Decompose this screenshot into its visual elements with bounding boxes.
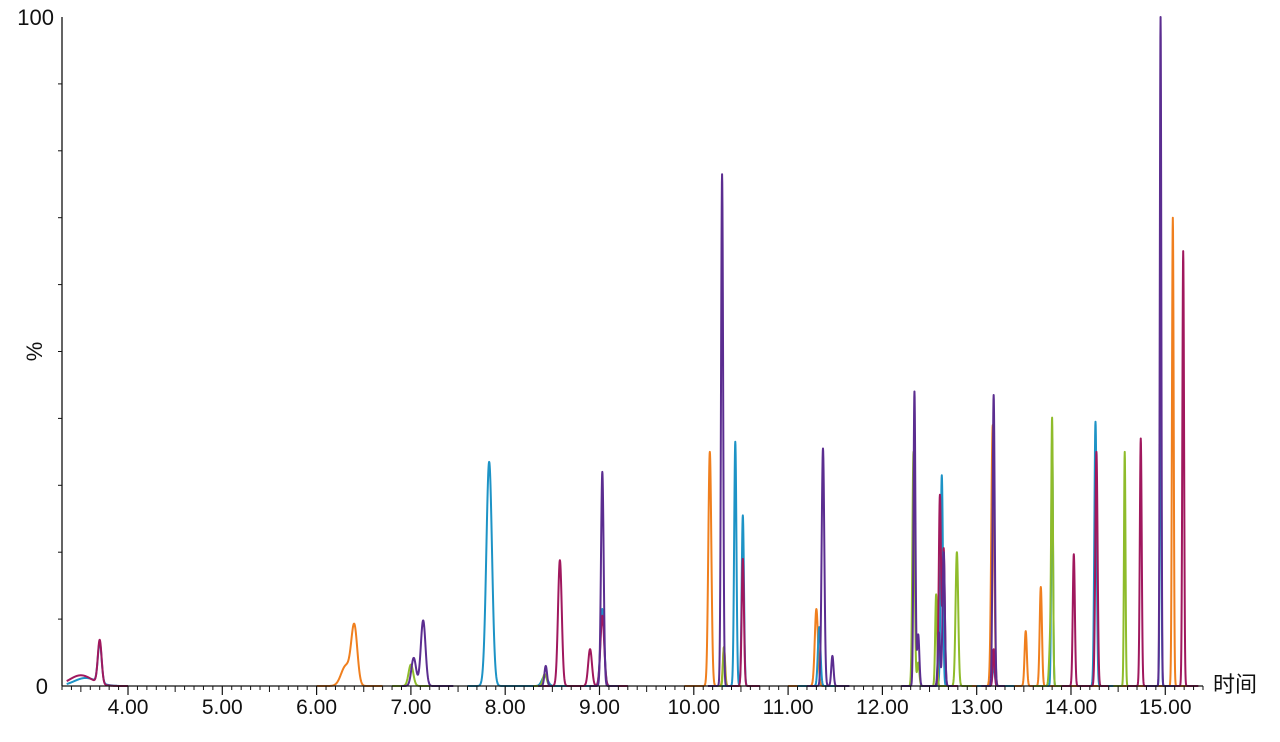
series-line <box>65 638 129 687</box>
series-line <box>315 622 384 687</box>
series-2 <box>391 416 1134 687</box>
x-axis-label: 时间 <box>1213 672 1257 697</box>
axes: 4.00 5.00 6.00 7.00 8.00 9.00 10.00 11.00 12.00 1… <box>58 17 1204 719</box>
series-line <box>980 648 1006 687</box>
series-line <box>1060 450 1110 687</box>
x-tick-label: 6.00 <box>296 696 337 719</box>
series-line <box>796 626 837 687</box>
series-line <box>806 447 851 687</box>
x-tick-label: 11.00 <box>763 696 814 719</box>
series-line <box>1126 437 1152 687</box>
series-line <box>711 646 733 687</box>
series-line <box>900 390 954 687</box>
series-line <box>1112 450 1134 687</box>
x-tick-label: 5.00 <box>202 696 243 719</box>
x-tick-label: 9.00 <box>579 696 620 719</box>
y-axis-label: % <box>22 342 47 362</box>
x-tick-label: 8.00 <box>485 696 526 719</box>
series-4 <box>400 16 1176 687</box>
series-line <box>966 216 1200 687</box>
series-0 <box>315 216 1200 687</box>
series-line <box>1032 416 1068 687</box>
series-line <box>787 608 837 687</box>
series-3 <box>65 250 1200 687</box>
x-tick-label: 13.00 <box>950 696 1003 719</box>
series-1 <box>65 303 1176 687</box>
series-line <box>980 393 1006 687</box>
x-tick-label: 15.00 <box>1139 696 1192 719</box>
x-tick-label: 12.00 <box>856 696 909 719</box>
x-tick-label: 10.00 <box>668 696 721 719</box>
series-line <box>542 559 629 687</box>
x-tick-label: 7.00 <box>390 696 431 719</box>
x-tick-label: 4.00 <box>108 696 149 719</box>
x-tick-label: 14.00 <box>1045 696 1098 719</box>
y-axis-ticks <box>58 83 62 620</box>
series-line <box>589 470 620 687</box>
y-tick-label-zero: 0 <box>36 674 48 699</box>
series-traces <box>65 16 1200 687</box>
series-line <box>400 619 455 687</box>
x-axis-ticks: 4.00 5.00 6.00 7.00 8.00 9.00 10.00 11.00 12.00 1… <box>61 686 1204 719</box>
y-tick-label-max: 100 <box>17 5 54 30</box>
